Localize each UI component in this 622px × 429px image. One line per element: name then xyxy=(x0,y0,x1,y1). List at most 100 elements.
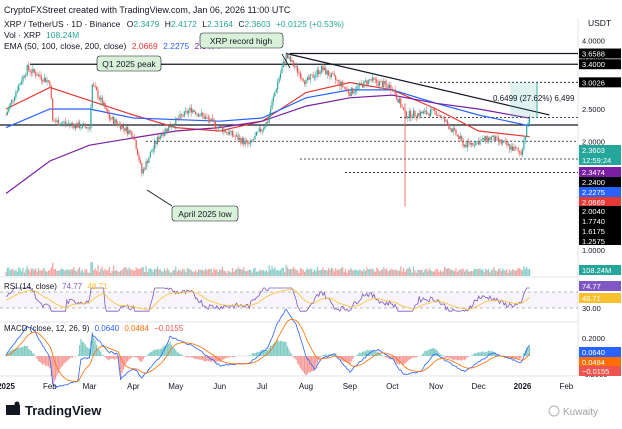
macd-histogram-bar xyxy=(182,355,184,356)
macd-histogram-bar xyxy=(192,356,194,358)
candle-body xyxy=(377,82,379,86)
candle-body xyxy=(197,113,200,117)
volume-bar xyxy=(270,269,272,276)
candle-body xyxy=(100,97,102,100)
volume-bar xyxy=(15,269,17,276)
volume-bar xyxy=(110,272,112,276)
candle-body xyxy=(412,110,415,118)
volume-bar xyxy=(112,265,115,276)
macd-histogram-bar xyxy=(127,356,129,362)
volume-bar xyxy=(325,269,327,276)
macd-histogram-bar xyxy=(282,342,284,356)
volume-bar xyxy=(228,271,231,276)
volume-bar xyxy=(446,268,449,276)
macd-histogram-bar xyxy=(486,351,488,356)
candle-body xyxy=(149,152,151,158)
candle-body xyxy=(298,72,300,74)
candle-body xyxy=(8,107,10,112)
macd-histogram-bar xyxy=(187,356,190,358)
candle-body xyxy=(241,138,243,144)
ema-50-line xyxy=(5,81,530,138)
candle-body xyxy=(105,108,108,110)
candle-body xyxy=(431,108,433,110)
candle-body xyxy=(69,123,71,125)
macd-histogram-bar xyxy=(220,356,222,362)
macd-histogram-bar xyxy=(271,345,273,356)
candle-body xyxy=(103,102,105,105)
rsi-ma-line xyxy=(5,288,530,311)
volume-bar xyxy=(472,271,474,276)
candle-body xyxy=(436,115,439,116)
rsi-line xyxy=(5,287,530,312)
macd-histogram-bar xyxy=(424,350,426,356)
volume-bar xyxy=(8,267,10,276)
macd-histogram-bar xyxy=(230,356,232,357)
candle-body xyxy=(288,56,290,59)
macd-histogram-bar xyxy=(487,350,490,356)
volume-bar xyxy=(23,272,25,276)
candle-body xyxy=(336,79,338,81)
macd-histogram-bar xyxy=(292,356,294,358)
volume-bar xyxy=(13,271,16,276)
volume-bar xyxy=(278,270,280,276)
macd-histogram-bar xyxy=(436,351,439,356)
macd-histogram-bar xyxy=(228,356,231,358)
candle-body xyxy=(279,73,282,79)
candle-body xyxy=(258,128,260,132)
candle-body xyxy=(46,80,48,83)
volume-bar xyxy=(378,271,381,276)
candle-body xyxy=(330,73,333,78)
macd-histogram-bar xyxy=(52,356,54,385)
tradingview-logo[interactable]: TradingView xyxy=(6,401,102,419)
volume-bar xyxy=(244,270,246,276)
macd-histogram-bar xyxy=(209,356,211,362)
volume-bar xyxy=(146,272,149,276)
macd-histogram-bar xyxy=(306,356,308,375)
macd-histogram-bar xyxy=(479,352,481,356)
macd-histogram-bar xyxy=(196,356,198,360)
volume-bar xyxy=(361,271,364,276)
candle-body xyxy=(329,75,331,78)
candle-body xyxy=(219,125,221,127)
candle-body xyxy=(180,114,183,116)
macd-histogram-bar xyxy=(403,356,405,365)
candle-body xyxy=(236,135,238,137)
macd-histogram-bar xyxy=(94,340,96,356)
candle-body xyxy=(129,130,132,132)
candle-body xyxy=(226,132,228,133)
macd-histogram-bar xyxy=(165,345,167,356)
macd-histogram-bar xyxy=(190,356,192,358)
volume-bar xyxy=(343,271,345,276)
candle-body xyxy=(289,56,292,62)
macd-histogram-bar xyxy=(294,356,296,359)
volume-series xyxy=(5,262,531,276)
volume-bar xyxy=(322,267,324,276)
candle-body xyxy=(97,90,99,98)
volume-bar xyxy=(220,269,222,276)
macd-histogram-bar xyxy=(445,356,447,359)
candle-body xyxy=(30,71,33,73)
x-tick-label: Dec xyxy=(471,382,485,391)
volume-bar xyxy=(33,269,35,276)
volume-bar xyxy=(347,270,350,276)
candle-body xyxy=(210,118,212,122)
macd-histogram-bar xyxy=(255,352,258,356)
volume-bar xyxy=(286,267,289,276)
candle-body xyxy=(53,120,55,122)
macd-histogram-bar xyxy=(258,351,260,356)
volume-bar xyxy=(50,267,52,276)
volume-bar xyxy=(156,266,159,276)
candle-body xyxy=(286,54,289,59)
macd-histogram-bar xyxy=(134,356,136,358)
candle-body xyxy=(523,140,525,150)
macd-histogram-bar xyxy=(414,356,416,358)
macd-histogram-bar xyxy=(60,356,62,368)
macd-histogram-bar xyxy=(422,353,425,356)
macd-histogram-bar xyxy=(328,354,330,356)
candle-body xyxy=(347,89,350,93)
candle-body xyxy=(49,81,51,86)
attribution-text: CryptoFXStreet created with TradingView.… xyxy=(4,5,291,15)
volume-bar xyxy=(513,269,515,276)
candle-body xyxy=(448,124,450,130)
macd-value-label-bg xyxy=(579,347,621,357)
